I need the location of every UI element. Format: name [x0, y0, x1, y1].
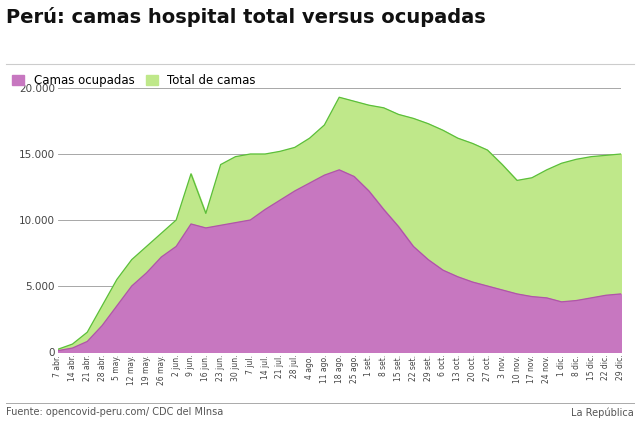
Text: La República: La República — [571, 407, 634, 418]
Legend: Camas ocupadas, Total de camas: Camas ocupadas, Total de camas — [12, 74, 256, 87]
Text: Fuente: opencovid-peru.com/ CDC del MInsa: Fuente: opencovid-peru.com/ CDC del MIns… — [6, 407, 223, 417]
Text: Perú: camas hospital total versus ocupadas: Perú: camas hospital total versus ocupad… — [6, 7, 486, 26]
